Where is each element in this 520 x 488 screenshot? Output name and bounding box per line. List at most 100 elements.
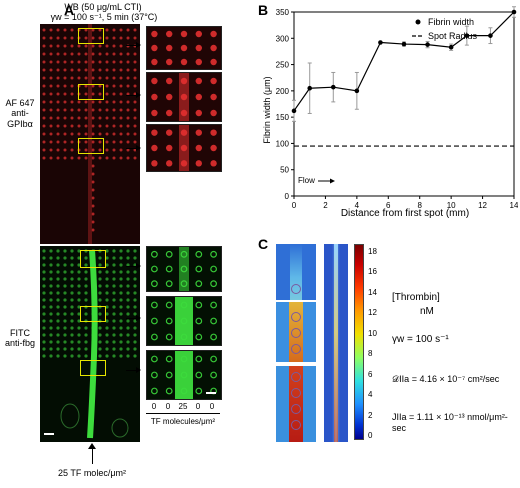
spot xyxy=(98,132,102,136)
spot xyxy=(77,305,81,309)
spot xyxy=(119,319,123,323)
spot xyxy=(63,60,67,64)
spot xyxy=(112,28,116,32)
spot xyxy=(63,305,67,309)
spot xyxy=(112,124,116,128)
zoom-spot xyxy=(195,30,202,38)
spot xyxy=(42,347,46,351)
af647-label: AF 647 xyxy=(5,98,35,108)
spot xyxy=(42,270,46,274)
spot xyxy=(119,124,123,128)
zoom-spot xyxy=(195,44,202,52)
zoom-spot xyxy=(166,58,173,66)
spot xyxy=(119,354,123,358)
spot xyxy=(91,100,95,104)
zoom-spot xyxy=(195,109,202,117)
spot xyxy=(126,108,130,112)
spot xyxy=(105,263,109,267)
tf-value-3: 25 xyxy=(178,402,188,411)
spot xyxy=(105,60,109,64)
spot xyxy=(126,84,130,88)
spot xyxy=(56,256,60,260)
zoom-spot xyxy=(180,77,188,85)
spot xyxy=(84,312,88,316)
spot xyxy=(84,52,88,56)
spot xyxy=(98,340,102,344)
spot xyxy=(119,291,123,295)
spot xyxy=(91,156,95,160)
spot xyxy=(63,347,67,351)
spot xyxy=(119,52,123,56)
zoom-spot xyxy=(165,280,173,288)
zoom-arrow-3 xyxy=(126,145,141,151)
zoom-green-3 xyxy=(146,350,222,400)
spot xyxy=(91,124,95,128)
x-tick-label: 10 xyxy=(447,201,456,210)
zoom-spot xyxy=(180,333,188,341)
spot xyxy=(105,354,109,358)
spot xyxy=(77,263,81,267)
spot xyxy=(133,284,137,288)
spot xyxy=(105,277,109,281)
spot xyxy=(119,132,123,136)
zoom-spot xyxy=(195,144,202,152)
zoom-spot xyxy=(151,355,158,363)
spot xyxy=(98,148,102,152)
spot xyxy=(77,156,81,160)
spot xyxy=(112,60,116,64)
spot xyxy=(133,116,137,120)
spot xyxy=(42,100,46,104)
roi-box-6 xyxy=(80,360,106,376)
spot xyxy=(105,36,109,40)
spot xyxy=(49,116,53,120)
spot xyxy=(112,312,116,316)
spot xyxy=(84,270,88,274)
chart-x-label: Distance from first spot (mm) xyxy=(341,208,469,219)
zoom-spot xyxy=(210,333,217,341)
spot xyxy=(98,291,102,295)
y-tick-label: 250 xyxy=(276,61,290,70)
spot xyxy=(112,116,116,120)
spot xyxy=(42,298,46,302)
zoom-spot xyxy=(166,160,173,167)
spot xyxy=(56,36,60,40)
x-tick-label: 0 xyxy=(292,201,297,210)
spot xyxy=(126,100,130,104)
zoom-spot xyxy=(195,160,202,167)
spot xyxy=(56,298,60,302)
spot xyxy=(77,116,81,120)
spot xyxy=(42,319,46,323)
zoom-green-1 xyxy=(146,246,222,292)
spot xyxy=(49,92,53,96)
spot xyxy=(133,256,137,260)
spot xyxy=(63,263,67,267)
spot xyxy=(63,291,67,295)
zoom-spot xyxy=(165,355,173,363)
spot xyxy=(70,277,74,281)
spot xyxy=(84,132,88,136)
spot xyxy=(63,284,67,288)
spot xyxy=(49,340,53,344)
spot xyxy=(98,270,102,274)
spot xyxy=(63,140,67,144)
spot xyxy=(119,284,123,288)
spot xyxy=(105,270,109,274)
spot xyxy=(77,270,81,274)
spot xyxy=(84,291,88,295)
spot xyxy=(98,263,102,267)
spot xyxy=(105,340,109,344)
spot xyxy=(126,124,130,128)
spot xyxy=(98,312,102,316)
spot xyxy=(91,68,95,72)
spot xyxy=(105,333,109,337)
spot xyxy=(77,319,81,323)
spot xyxy=(119,36,123,40)
spot xyxy=(105,305,109,309)
spot xyxy=(49,60,53,64)
flow-label: Flow xyxy=(298,176,315,185)
spot xyxy=(105,108,109,112)
zoom-spot xyxy=(210,30,217,38)
x-tick-label: 2 xyxy=(323,201,328,210)
spot xyxy=(49,132,53,136)
spot xyxy=(112,140,116,144)
